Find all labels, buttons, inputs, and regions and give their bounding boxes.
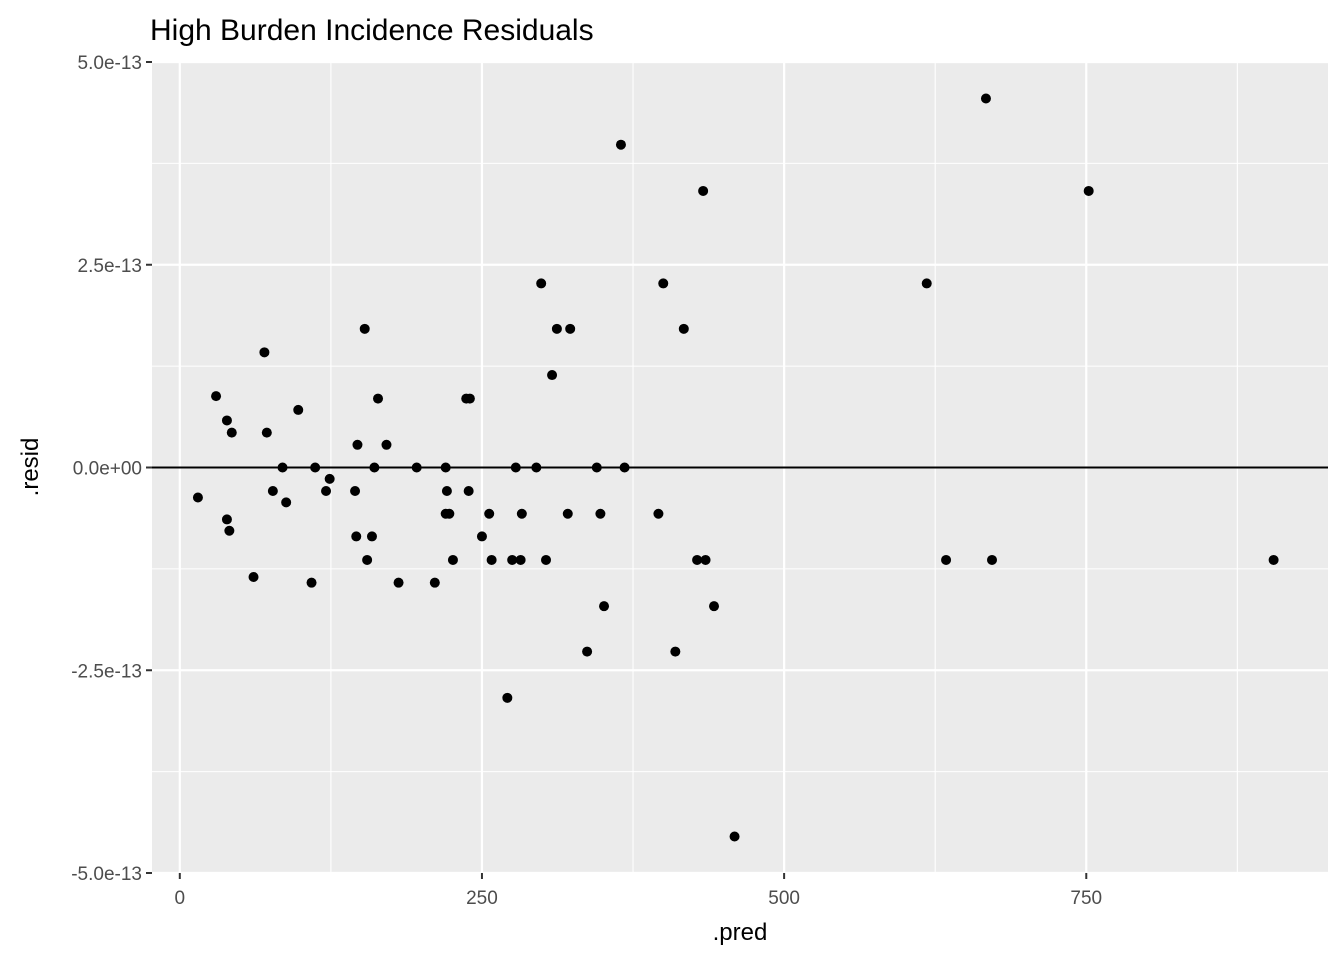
data-point — [486, 554, 497, 565]
data-point — [551, 323, 562, 334]
data-point — [381, 439, 392, 450]
chart-title: High Burden Incidence Residuals — [150, 14, 594, 47]
data-point — [692, 554, 703, 565]
x-tick-label: 750 — [1070, 888, 1102, 909]
data-point — [507, 554, 518, 565]
data-point — [615, 139, 626, 150]
data-point — [541, 554, 552, 565]
data-point — [941, 554, 952, 565]
data-point — [729, 831, 740, 842]
data-point — [444, 508, 455, 519]
data-point — [369, 462, 380, 473]
data-point — [619, 462, 630, 473]
y-tick-label: 5.0e-13 — [78, 53, 142, 74]
data-point — [700, 554, 711, 565]
x-tick-label: 500 — [768, 888, 800, 909]
y-tick-label: -5.0e-13 — [71, 864, 142, 885]
data-point — [350, 486, 361, 497]
data-point — [510, 462, 521, 473]
data-point — [226, 427, 237, 438]
y-axis-label: .resid — [17, 438, 44, 497]
data-point — [352, 439, 363, 450]
data-point — [653, 508, 664, 519]
data-point — [678, 323, 689, 334]
y-axis: -5.0e-13 -2.5e-13 0.0e+00 2.5e-13 5.0e-13 — [71, 53, 152, 885]
data-point — [562, 508, 573, 519]
data-point — [440, 462, 451, 473]
data-point — [211, 391, 222, 402]
data-point — [411, 462, 422, 473]
data-point — [531, 462, 542, 473]
data-point — [224, 525, 235, 536]
data-point — [565, 323, 576, 334]
data-point — [366, 531, 377, 542]
data-point — [362, 554, 373, 565]
data-point — [516, 508, 527, 519]
data-point — [321, 486, 332, 497]
data-point — [281, 497, 292, 508]
data-point — [267, 486, 278, 497]
y-tick-label: 0.0e+00 — [73, 459, 142, 480]
x-tick-label: 0 — [175, 888, 186, 909]
data-point — [306, 577, 317, 588]
data-point — [476, 531, 487, 542]
data-point — [484, 508, 495, 519]
data-point — [277, 462, 288, 473]
x-axis-label: .pred — [713, 919, 768, 946]
data-point — [373, 393, 384, 404]
data-point — [591, 462, 602, 473]
data-point — [582, 646, 593, 657]
y-tick-label: -2.5e-13 — [71, 661, 142, 682]
data-point — [393, 577, 404, 588]
data-point — [259, 347, 270, 358]
data-point — [221, 514, 232, 525]
data-point — [441, 486, 452, 497]
data-point — [464, 393, 475, 404]
data-point — [515, 554, 526, 565]
data-point — [709, 601, 720, 612]
data-point — [261, 427, 272, 438]
data-point — [502, 692, 513, 703]
data-point — [987, 554, 997, 565]
data-point — [670, 646, 681, 657]
data-point — [351, 531, 362, 542]
data-point — [293, 404, 304, 415]
data-point — [359, 323, 370, 334]
data-point — [429, 577, 440, 588]
x-axis: 0 250 500 750 — [175, 873, 1102, 909]
data-point — [536, 278, 547, 289]
data-point — [447, 554, 458, 565]
data-point — [248, 571, 259, 582]
data-point — [547, 370, 558, 381]
y-tick-label: 2.5e-13 — [78, 256, 142, 277]
data-point — [324, 473, 335, 484]
data-point — [595, 508, 606, 519]
data-point — [658, 278, 669, 289]
x-tick-label: 250 — [466, 888, 498, 909]
data-point — [1083, 185, 1094, 196]
data-point — [192, 492, 203, 503]
data-point — [463, 486, 474, 497]
data-point — [1268, 554, 1279, 565]
data-point — [599, 601, 610, 612]
data-point — [921, 278, 932, 289]
data-point — [980, 93, 991, 104]
data-point — [310, 462, 321, 473]
data-point — [221, 415, 232, 426]
data-points — [192, 93, 1279, 842]
data-point — [698, 185, 709, 196]
